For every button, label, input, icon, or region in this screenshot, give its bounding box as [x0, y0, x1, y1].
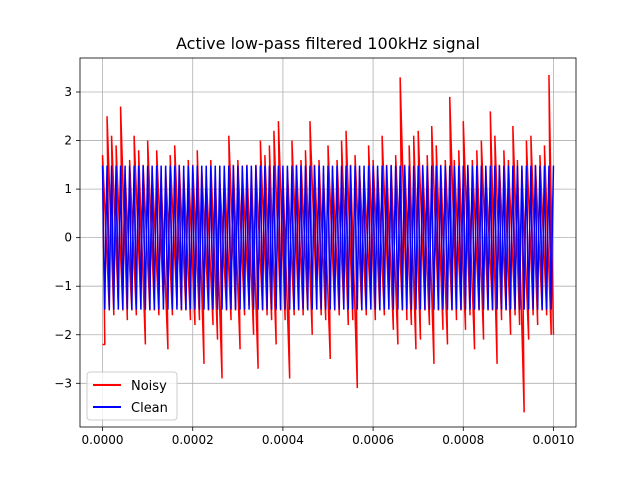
x-tick-label: 0.0000	[82, 433, 124, 447]
y-tick-label: 2	[64, 134, 72, 148]
chart-title: Active low-pass filtered 100kHz signal	[176, 34, 480, 53]
x-tick-label: 0.0002	[172, 433, 214, 447]
x-tick-label: 0.0006	[352, 433, 394, 447]
x-tick-label: 0.0008	[442, 433, 484, 447]
y-tick-label: −2	[54, 328, 72, 342]
y-tick-label: 0	[64, 231, 72, 245]
data-layer	[101, 74, 555, 413]
y-tick-label: 1	[64, 182, 72, 196]
y-tick-label: −3	[54, 376, 72, 390]
x-tick-label: 0.0004	[262, 433, 304, 447]
y-tick-label: 3	[64, 85, 72, 99]
tick-layer: 0.0000 0.0002 0.0004 0.0006 0.0008 0.0010 −3 −2…	[54, 85, 574, 447]
x-tick-label: 0.0010	[532, 433, 574, 447]
plot-area-frame	[79, 57, 577, 428]
legend-label-clean: Clean	[131, 401, 168, 416]
legend: Noisy Clean	[86, 371, 178, 421]
legend-label-noisy: Noisy	[131, 379, 167, 394]
axes-layer	[79, 57, 577, 428]
y-tick-label: −1	[54, 279, 72, 293]
series-line-clean	[101, 165, 555, 310]
